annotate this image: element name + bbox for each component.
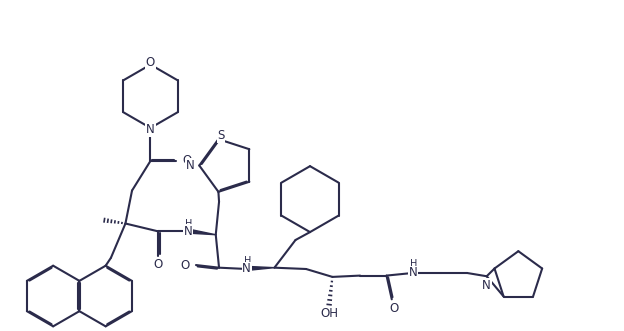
Text: N: N <box>186 159 195 172</box>
Text: OH: OH <box>320 307 338 320</box>
Text: O: O <box>390 302 399 315</box>
Text: O: O <box>154 258 163 271</box>
Text: O: O <box>182 154 192 167</box>
Polygon shape <box>190 230 216 235</box>
Text: N: N <box>146 123 155 136</box>
Text: S: S <box>217 129 225 142</box>
Text: H: H <box>244 256 251 266</box>
Text: N: N <box>183 225 192 238</box>
Text: N: N <box>242 262 251 275</box>
Text: O: O <box>180 259 190 271</box>
Text: N: N <box>409 266 417 279</box>
Text: H: H <box>410 260 417 269</box>
Text: O: O <box>146 56 155 69</box>
Text: H: H <box>185 218 192 228</box>
Polygon shape <box>250 266 275 270</box>
Text: N: N <box>482 279 491 292</box>
